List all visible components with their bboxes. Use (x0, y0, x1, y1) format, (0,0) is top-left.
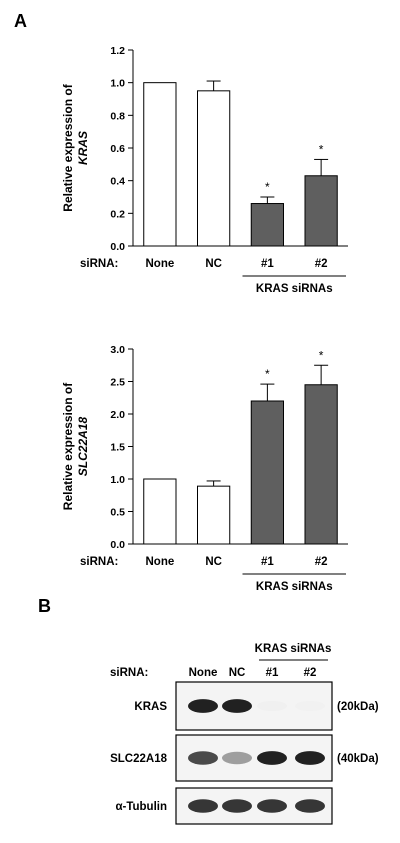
x-tick-label: #2 (315, 556, 328, 568)
y-tick-label: 1.0 (110, 474, 125, 486)
blot-lane-label: #1 (266, 667, 279, 679)
y-axis-label-gene: KRAS (76, 131, 90, 165)
blot-band (222, 699, 252, 713)
western-blot: KRAS siRNAs siRNA: None NC #1 #2 KRAS (20kDa) SL… (110, 643, 379, 825)
group-label: KRAS siRNAs (256, 581, 333, 593)
chart-kras-expression: 0.0 0.2 0.4 0.6 0.8 1.0 1.2 Relative expression… (61, 45, 348, 295)
y-axis-label-line1: Relative expression of (61, 83, 75, 211)
x-tick-label: NC (205, 258, 222, 270)
blot-band (257, 799, 287, 813)
x-tick-label: None (146, 258, 175, 270)
y-axis-label-gene: SLC22A18 (76, 417, 90, 477)
y-axis-label-line1: Relative expression of (61, 382, 75, 510)
y-tick-label: 1.0 (110, 78, 125, 90)
y-tick-label: 0.8 (110, 110, 125, 122)
significance-marker: * (319, 348, 324, 362)
bar (197, 90, 231, 247)
blot-group-label: KRAS siRNAs (255, 643, 332, 655)
blot-band (188, 751, 218, 765)
blot-lane-label: None (189, 667, 218, 679)
bar (304, 175, 338, 247)
y-axis-label: Relative expression ofSLC22A18 (61, 382, 90, 510)
y-tick-label: 0.2 (110, 208, 125, 220)
y-tick-label: 2.5 (110, 377, 125, 389)
bar (143, 478, 177, 545)
chart-slc22a18-expression: 0.0 0.5 1.0 1.5 2.0 2.5 3.0 Relative expression… (61, 344, 348, 593)
significance-marker: * (319, 142, 324, 156)
bar (143, 82, 177, 247)
y-axis-label: Relative expression ofKRAS (61, 83, 90, 211)
blot-band (295, 799, 325, 813)
x-tick-label: #2 (315, 258, 328, 270)
blot-protein-label: SLC22A18 (110, 753, 167, 765)
panel-a-label: A (14, 11, 27, 31)
blot-size-label: (40kDa) (337, 753, 379, 765)
x-tick-label: NC (205, 556, 222, 568)
blot-band (222, 799, 252, 813)
blot-band (222, 751, 252, 765)
blot-band (295, 751, 325, 765)
blot-lane-label: #2 (304, 667, 317, 679)
row-label: siRNA: (80, 258, 118, 270)
panel-b-label: B (38, 596, 51, 616)
bar (304, 384, 338, 545)
blot-band (257, 751, 287, 765)
blot-protein-label: KRAS (134, 701, 167, 713)
row-label: siRNA: (80, 556, 118, 568)
significance-marker: * (265, 367, 270, 381)
bar (250, 203, 284, 247)
y-tick-label: 1.2 (110, 45, 125, 57)
blot-size-label: (20kDa) (337, 701, 379, 713)
bar (197, 485, 231, 545)
group-label: KRAS siRNAs (256, 283, 333, 295)
y-tick-label: 0.0 (110, 241, 125, 253)
blot-band (257, 700, 287, 712)
y-tick-label: 1.5 (110, 442, 125, 454)
blot-band (188, 699, 218, 713)
x-tick-label: #1 (261, 556, 274, 568)
blot-band (188, 799, 218, 813)
y-tick-label: 0.6 (110, 143, 125, 155)
blot-protein-label: α-Tubulin (115, 801, 167, 813)
bar (250, 400, 284, 545)
y-tick-label: 0.4 (110, 176, 125, 188)
y-tick-label: 2.0 (110, 409, 125, 421)
blot-row-label: siRNA: (110, 667, 148, 679)
x-tick-label: #1 (261, 258, 274, 270)
blot-lane-label: NC (229, 667, 246, 679)
y-tick-label: 0.5 (110, 507, 125, 519)
significance-marker: * (265, 180, 270, 194)
y-tick-label: 0.0 (110, 539, 125, 551)
x-tick-label: None (146, 556, 175, 568)
blot-band (295, 700, 325, 712)
y-tick-label: 3.0 (110, 344, 125, 356)
